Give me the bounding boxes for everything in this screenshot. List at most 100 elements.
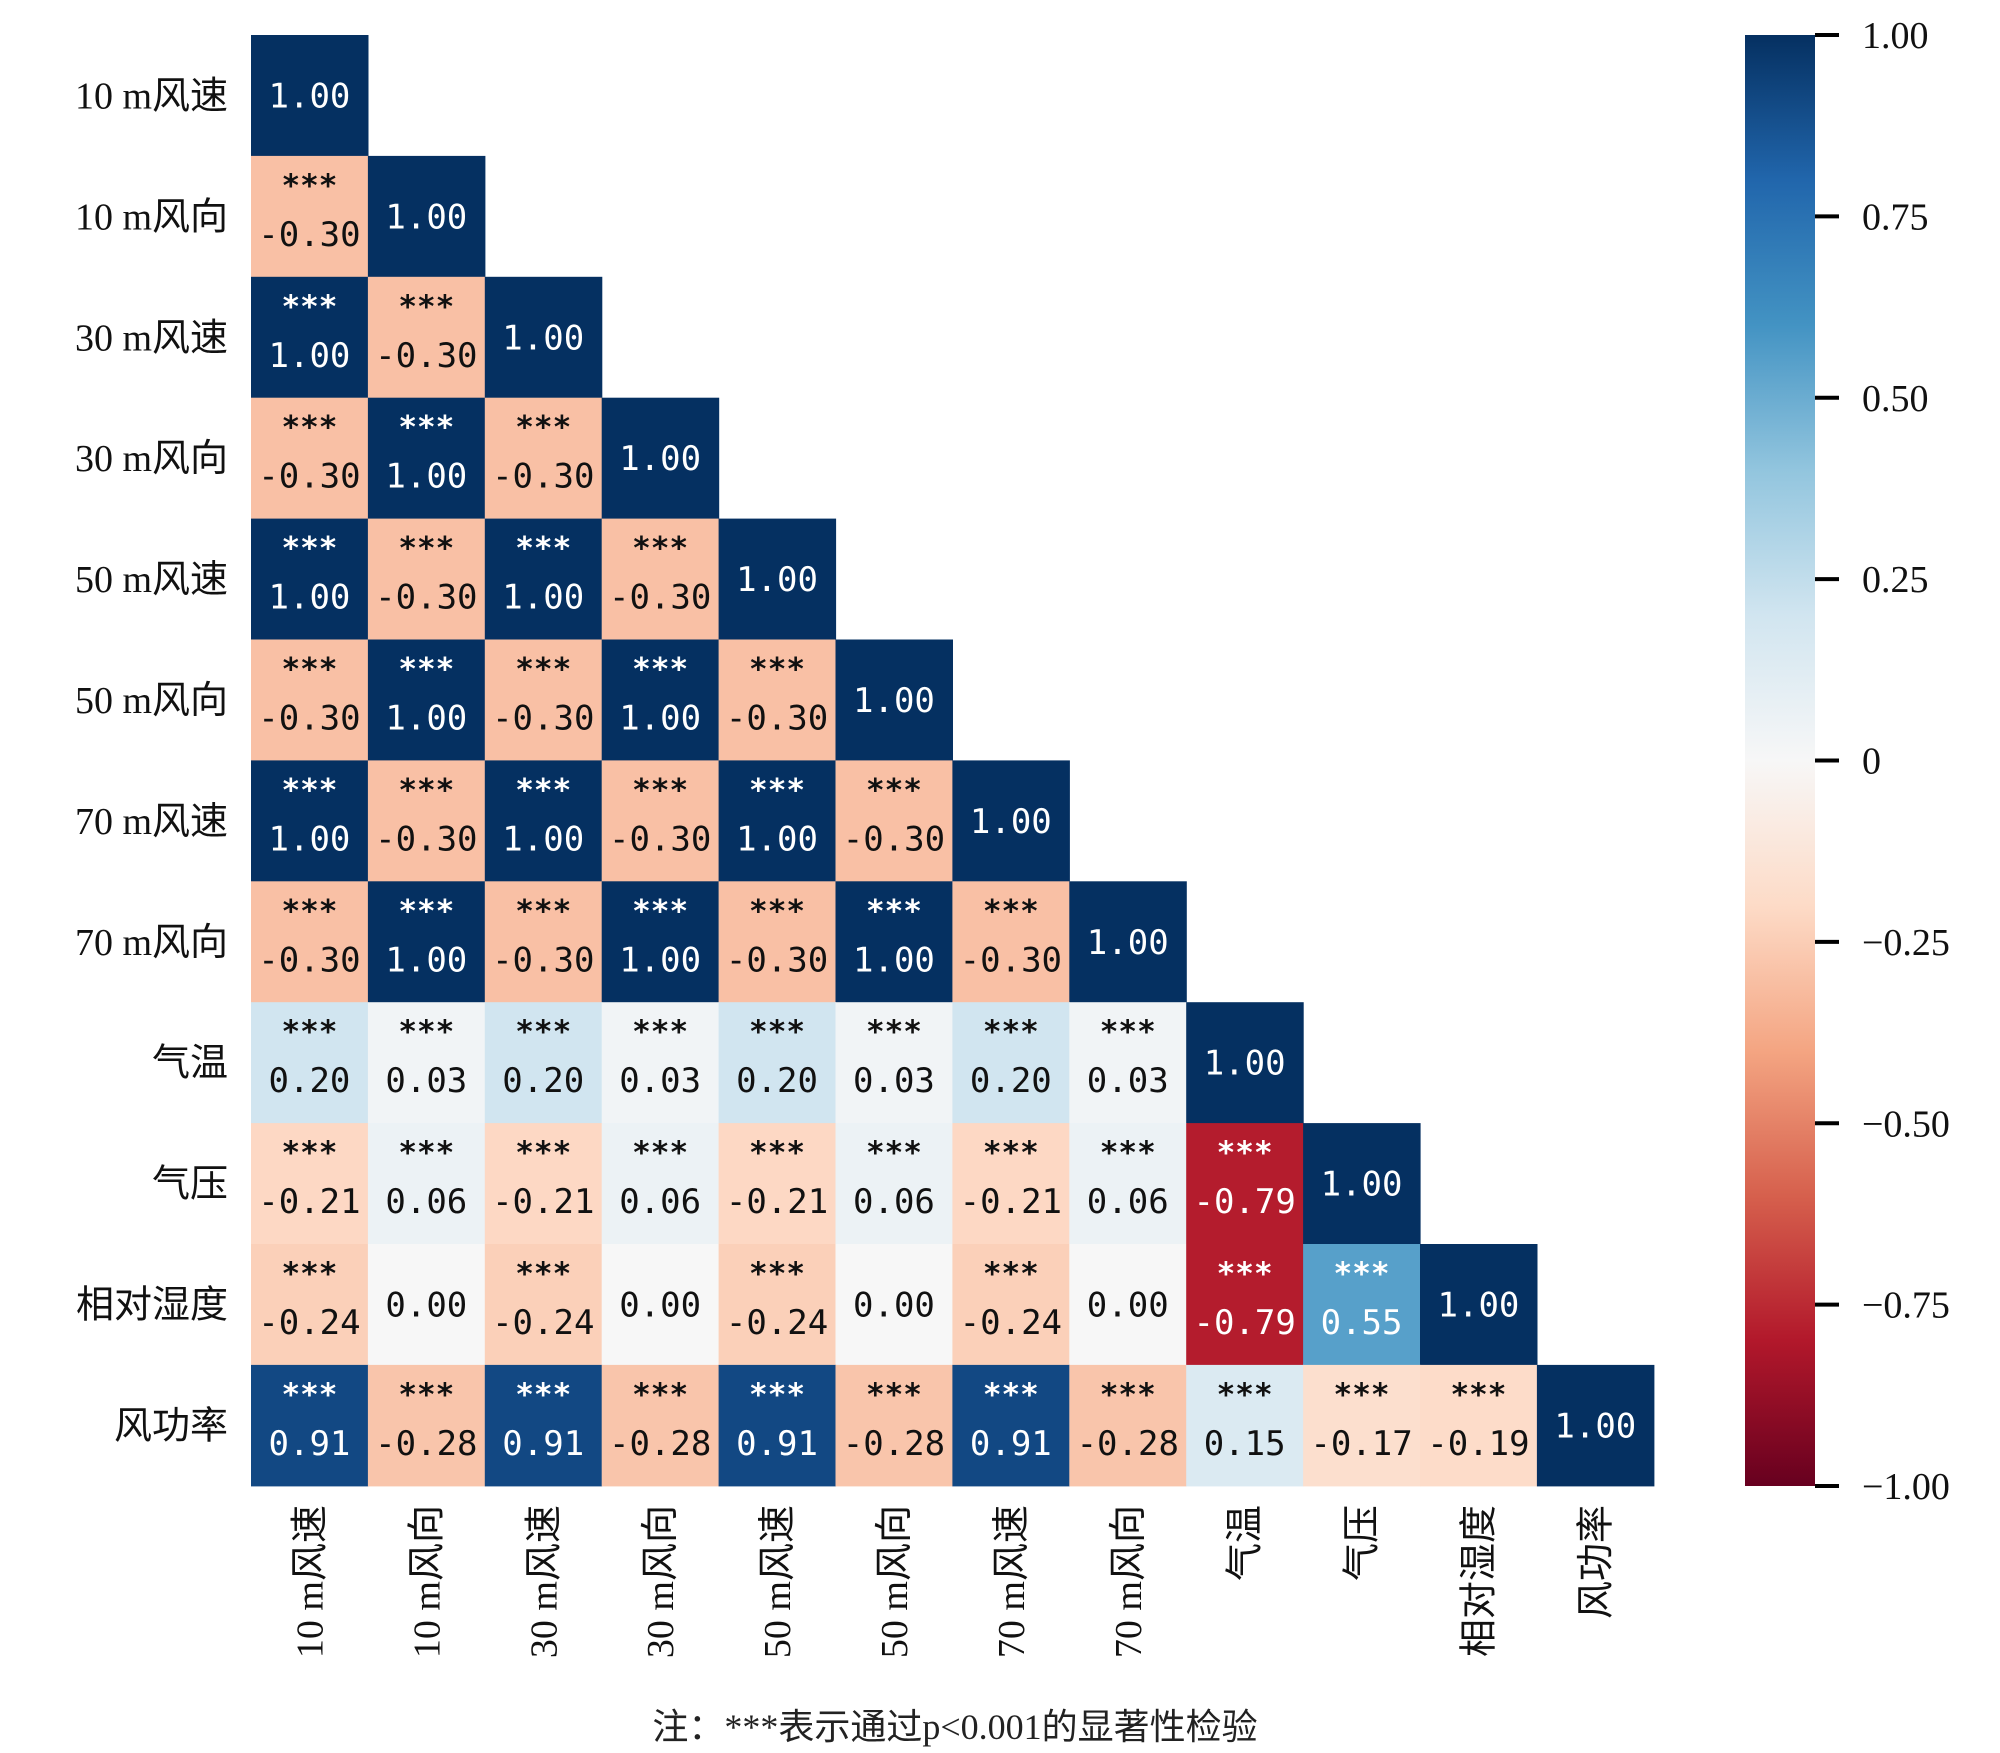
cell-value-label: -0.24 (258, 1303, 360, 1343)
cell-value-label: 0.06 (1087, 1182, 1169, 1222)
heatmap-cell (484, 1123, 603, 1245)
cell-value-label: -0.30 (492, 457, 594, 497)
heatmap-cell (1186, 1244, 1304, 1366)
cell-value-label: 0.03 (385, 1061, 467, 1101)
heatmap-cells: 1.00 *** -0.30 1.00 *** 1.00 *** -0.30 1.00 *** -0… (251, 35, 1655, 1487)
significance-label: *** (866, 1135, 922, 1171)
heatmap-cell (835, 881, 953, 1003)
colorbar: 1.00 0.75 0.50 0.25 0 −0.25 −0.50 −0.75 −1.00 (1745, 15, 1950, 1508)
cell-value-label: 0.91 (736, 1424, 818, 1464)
y-tick-label: 50 m风向 (75, 680, 228, 722)
significance-label: *** (398, 289, 454, 325)
cell-value-label: 0.20 (736, 1061, 818, 1101)
significance-label: *** (632, 772, 688, 808)
cell-value-label: -0.21 (258, 1182, 360, 1222)
heatmap-cell (835, 1244, 953, 1366)
significance-label: *** (515, 1377, 571, 1413)
cell-value-label: 0.03 (1087, 1061, 1169, 1101)
cell-value-label: -0.30 (258, 215, 360, 255)
heatmap-cell (718, 881, 837, 1003)
cell-value-label: 0.91 (970, 1424, 1052, 1464)
significance-label: *** (983, 1135, 1039, 1171)
significance-label: *** (632, 531, 688, 567)
significance-label: *** (1450, 1377, 1506, 1413)
cell-value-label: -0.30 (375, 336, 477, 376)
heatmap-cell (1420, 1364, 1538, 1487)
colorbar-tick-label: 0.25 (1862, 559, 1929, 601)
heatmap-cell (601, 639, 720, 761)
significance-label: *** (515, 772, 571, 808)
cell-value-label: -0.28 (843, 1424, 945, 1464)
colorbar-tick-label: −0.50 (1862, 1103, 1950, 1145)
significance-label: *** (632, 1135, 688, 1171)
heatmap-cell (251, 155, 369, 278)
heatmap-cell (835, 639, 953, 761)
heatmap-cell (952, 1244, 1070, 1366)
cell-value-label: 1.00 (385, 457, 467, 497)
significance-label: *** (281, 289, 337, 325)
significance-label: *** (515, 652, 571, 688)
cell-value-label: 1.00 (502, 819, 584, 859)
cell-value-label: 0.20 (970, 1061, 1052, 1101)
colorbar-tick-label: 0 (1862, 741, 1881, 783)
colorbar-tick-label: −0.75 (1862, 1285, 1950, 1327)
cell-value-label: -0.24 (492, 1303, 594, 1343)
heatmap-cell (718, 1364, 837, 1487)
heatmap-cell (251, 639, 369, 761)
cell-value-label: 0.20 (502, 1061, 584, 1101)
cell-value-label: -0.30 (375, 819, 477, 859)
significance-label: *** (749, 1256, 805, 1292)
heatmap-cell (251, 1364, 369, 1487)
significance-label: *** (983, 893, 1039, 929)
heatmap-cell (835, 1364, 953, 1487)
heatmap-cell (1069, 1364, 1187, 1487)
y-tick-label: 50 m风速 (75, 559, 228, 601)
cell-value-label: 1.00 (269, 578, 351, 618)
x-tick-label: 气温 (1225, 1505, 1267, 1581)
cell-value-label: -0.30 (609, 819, 711, 859)
heatmap-cell (1069, 1002, 1187, 1124)
significance-label: *** (515, 531, 571, 567)
significance-label: *** (1100, 1377, 1156, 1413)
cell-value-label: -0.30 (492, 940, 594, 980)
cell-value-label: 0.06 (853, 1182, 935, 1222)
heatmap-cell (251, 518, 369, 641)
y-tick-label: 70 m风速 (75, 801, 228, 843)
heatmap-cell (1303, 1123, 1421, 1245)
heatmap-cell (367, 518, 486, 641)
heatmap-cell (251, 1244, 369, 1366)
heatmap-cell (952, 881, 1070, 1003)
cell-value-label: 1.00 (736, 819, 818, 859)
cell-value-label: 0.55 (1321, 1303, 1403, 1343)
significance-label: *** (749, 1014, 805, 1050)
significance-label: *** (632, 1014, 688, 1050)
cell-value-label: 1.00 (619, 940, 701, 980)
heatmap-cell (718, 1002, 837, 1124)
heatmap-cell (1186, 1364, 1304, 1487)
heatmap-cell (1069, 1123, 1187, 1245)
x-axis-labels: 10 m风速 10 m风向 30 m风速 30 m风向 50 m风速 50 m风向 70 m… (289, 1505, 1617, 1658)
cell-value-label: 1.00 (1087, 923, 1169, 963)
x-tick-label: 30 m风向 (640, 1505, 682, 1658)
cell-value-label: -0.21 (492, 1182, 594, 1222)
significance-label: *** (1217, 1135, 1273, 1171)
y-tick-label: 30 m风速 (75, 317, 228, 359)
significance-label: *** (632, 1377, 688, 1413)
significance-label: *** (983, 1377, 1039, 1413)
cell-value-label: -0.30 (258, 699, 360, 739)
heatmap-cell (601, 881, 720, 1003)
significance-label: *** (398, 1135, 454, 1171)
heatmap-cell (601, 760, 720, 882)
heatmap-cell (251, 276, 369, 399)
significance-label: *** (1100, 1135, 1156, 1171)
colorbar-tick-label: 1.00 (1862, 15, 1929, 57)
cell-value-label: -0.28 (609, 1424, 711, 1464)
cell-value-label: -0.30 (258, 457, 360, 497)
significance-label: *** (632, 652, 688, 688)
significance-label: *** (515, 1256, 571, 1292)
cell-value-label: -0.30 (726, 940, 828, 980)
colorbar-tick-label: 0.50 (1862, 378, 1929, 420)
x-tick-label: 70 m风速 (991, 1505, 1033, 1658)
heatmap-cell (1303, 1244, 1421, 1366)
cell-value-label: -0.21 (960, 1182, 1062, 1222)
